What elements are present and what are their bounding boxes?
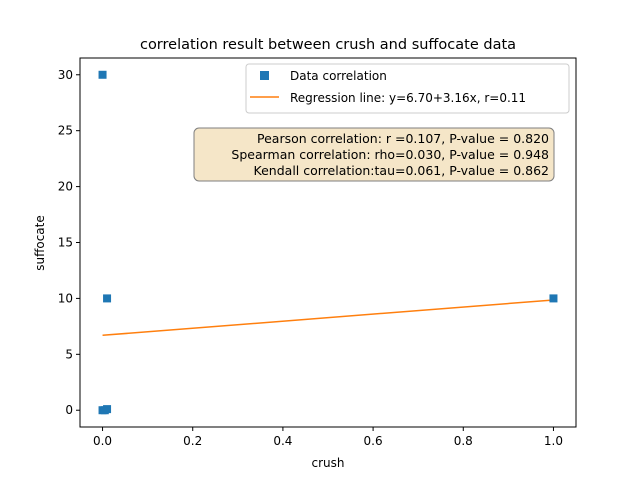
x-tick-label: 0.6 [364,434,383,448]
legend-box [245,63,570,114]
correlation-stats-box: Pearson correlation: r =0.107, P-value =… [193,127,555,182]
y-tick-label: 5 [65,347,73,361]
pearson-stat: Pearson correlation: r =0.107, P-value =… [257,131,549,146]
legend-label-data-correlation: Data correlation [290,69,387,83]
data-point [103,294,112,303]
x-tick-label: 0.4 [273,434,292,448]
y-tick-label: 30 [58,68,73,82]
data-point [549,294,558,303]
plot-area [98,70,558,415]
x-tick-label: 0.8 [454,434,473,448]
data-point [103,405,112,414]
x-tick-label: 0.0 [93,434,112,448]
x-tick-label: 0.2 [183,434,202,448]
x-axis: 0.0 0.2 0.4 0.6 0.8 1.0 [93,427,563,448]
plot-frame [79,57,577,428]
y-tick-label: 0 [65,403,73,417]
y-tick-label: 25 [58,124,73,138]
y-axis: 0 5 10 15 20 25 30 [58,68,80,417]
data-point [98,70,107,79]
stats-box-background [193,127,555,182]
y-axis-label: suffocate [33,215,47,271]
chart-title: correlation result between crush and suf… [140,37,516,53]
spearman-stat: Spearman correlation: rho=0.030, P-value… [231,147,549,162]
kendall-stat: Kendall correlation:tau=0.061, P-value =… [254,163,549,178]
x-axis-label: crush [312,456,345,470]
legend: Data correlation Regression line: y=6.70… [245,63,570,114]
regression-line [102,299,554,337]
legend-label-regression-line: Regression line: y=6.70+3.16x, r=0.11 [290,91,526,105]
y-tick-label: 10 [58,291,73,305]
x-tick-label: 1.0 [544,434,563,448]
legend-marker-data-correlation [260,71,269,80]
y-tick-label: 20 [58,180,73,194]
y-tick-label: 15 [58,236,73,250]
